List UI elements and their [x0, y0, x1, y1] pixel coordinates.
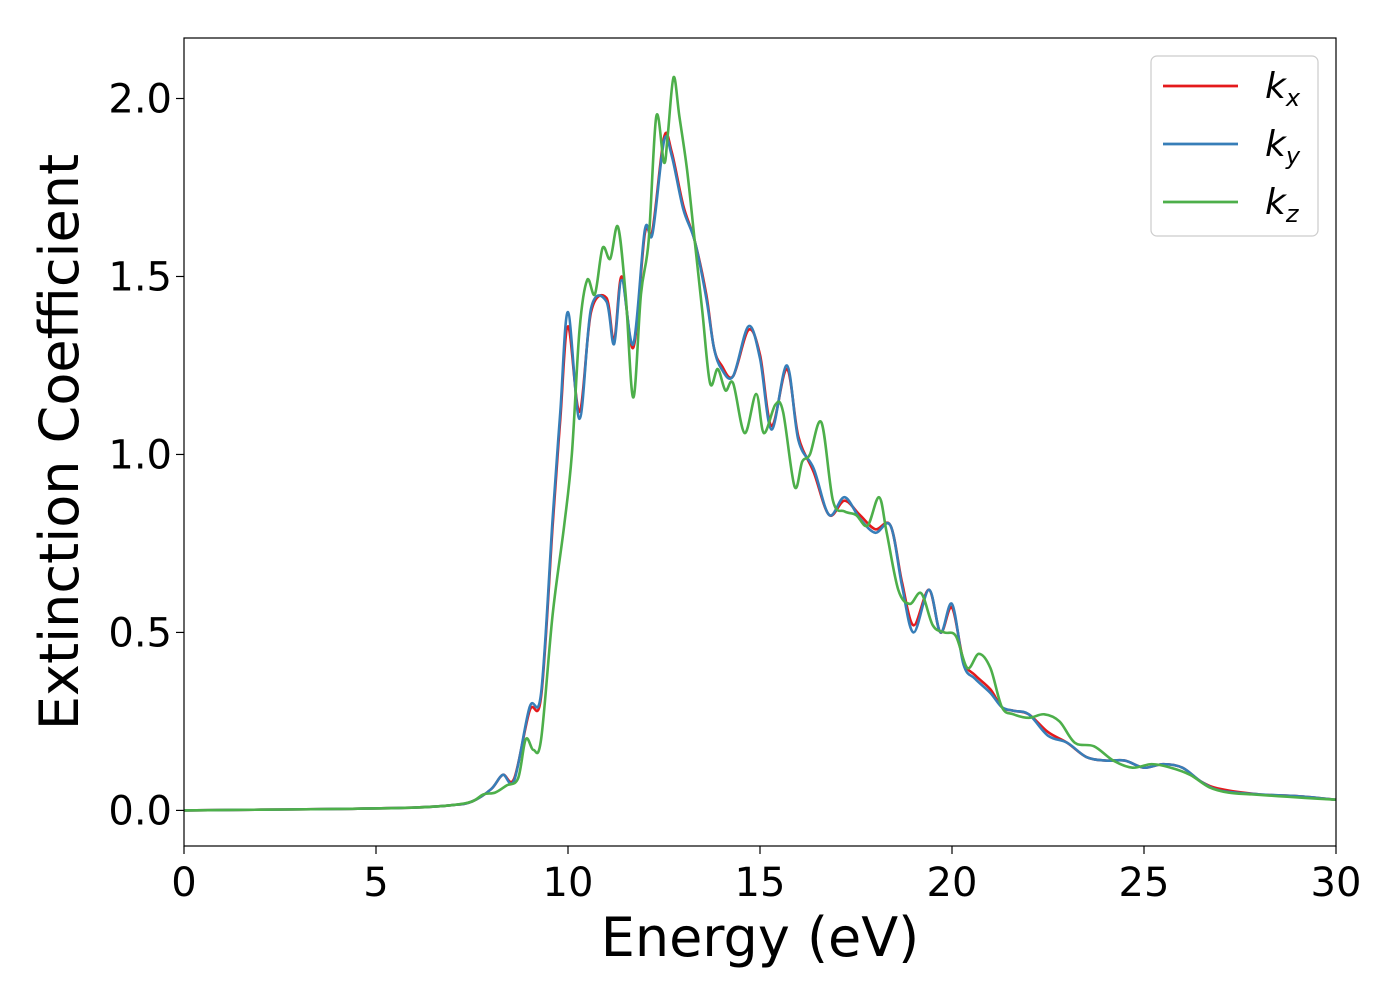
x-tick-label: 20	[927, 860, 978, 906]
x-tick-label: 10	[543, 860, 594, 906]
y-tick-label: 1.0	[108, 432, 172, 478]
series-layer	[183, 75, 1337, 812]
y-tick-label: 2.0	[108, 77, 172, 123]
y-axis-title: Extinction Coefficient	[28, 154, 91, 730]
x-tick-label: 0	[171, 860, 196, 906]
x-tick-label: 5	[363, 860, 388, 906]
x-tick-label: 30	[1311, 860, 1362, 906]
legend-box	[1150, 55, 1319, 237]
x-axis: 0 5 10 15 20 25 30	[171, 846, 1361, 906]
y-axis: 0.0 0.5 1.0 1.5 2.0	[108, 77, 184, 834]
legend-label-y: ky	[1265, 124, 1301, 170]
series-line-y	[183, 135, 1337, 812]
y-tick-label: 0.5	[108, 610, 172, 656]
legend-label-x: kx	[1265, 66, 1301, 112]
x-tick-label: 15	[735, 860, 786, 906]
x-tick-label: 25	[1119, 860, 1170, 906]
x-axis-title: Energy (eV)	[601, 906, 920, 969]
y-tick-label: 1.5	[108, 254, 172, 300]
series-line-z	[183, 75, 1337, 812]
y-tick-label: 0.0	[108, 788, 172, 834]
